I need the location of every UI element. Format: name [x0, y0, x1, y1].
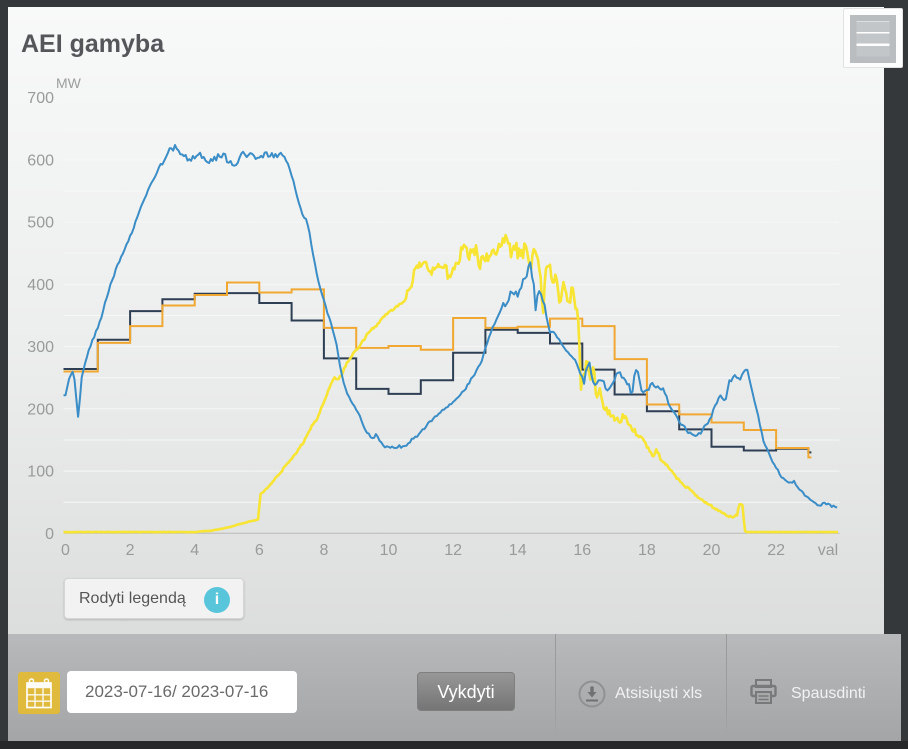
svg-text:12: 12: [444, 542, 462, 559]
svg-text:2: 2: [126, 542, 135, 559]
svg-text:300: 300: [27, 339, 54, 356]
svg-text:20: 20: [703, 542, 721, 559]
svg-text:8: 8: [319, 542, 328, 559]
svg-text:6: 6: [255, 542, 264, 559]
svg-text:10: 10: [380, 542, 398, 559]
svg-text:MW: MW: [56, 75, 82, 91]
svg-text:600: 600: [27, 152, 54, 169]
svg-text:4: 4: [190, 542, 199, 559]
svg-text:22: 22: [767, 542, 785, 559]
svg-text:16: 16: [573, 542, 591, 559]
svg-text:700: 700: [27, 90, 54, 107]
svg-text:0: 0: [45, 526, 54, 543]
svg-text:100: 100: [27, 464, 54, 481]
svg-text:500: 500: [27, 215, 54, 232]
svg-text:val: val: [818, 542, 838, 559]
svg-text:200: 200: [27, 401, 54, 418]
svg-text:0: 0: [61, 542, 70, 559]
svg-text:400: 400: [27, 277, 54, 294]
svg-text:14: 14: [509, 542, 527, 559]
svg-text:18: 18: [638, 542, 656, 559]
